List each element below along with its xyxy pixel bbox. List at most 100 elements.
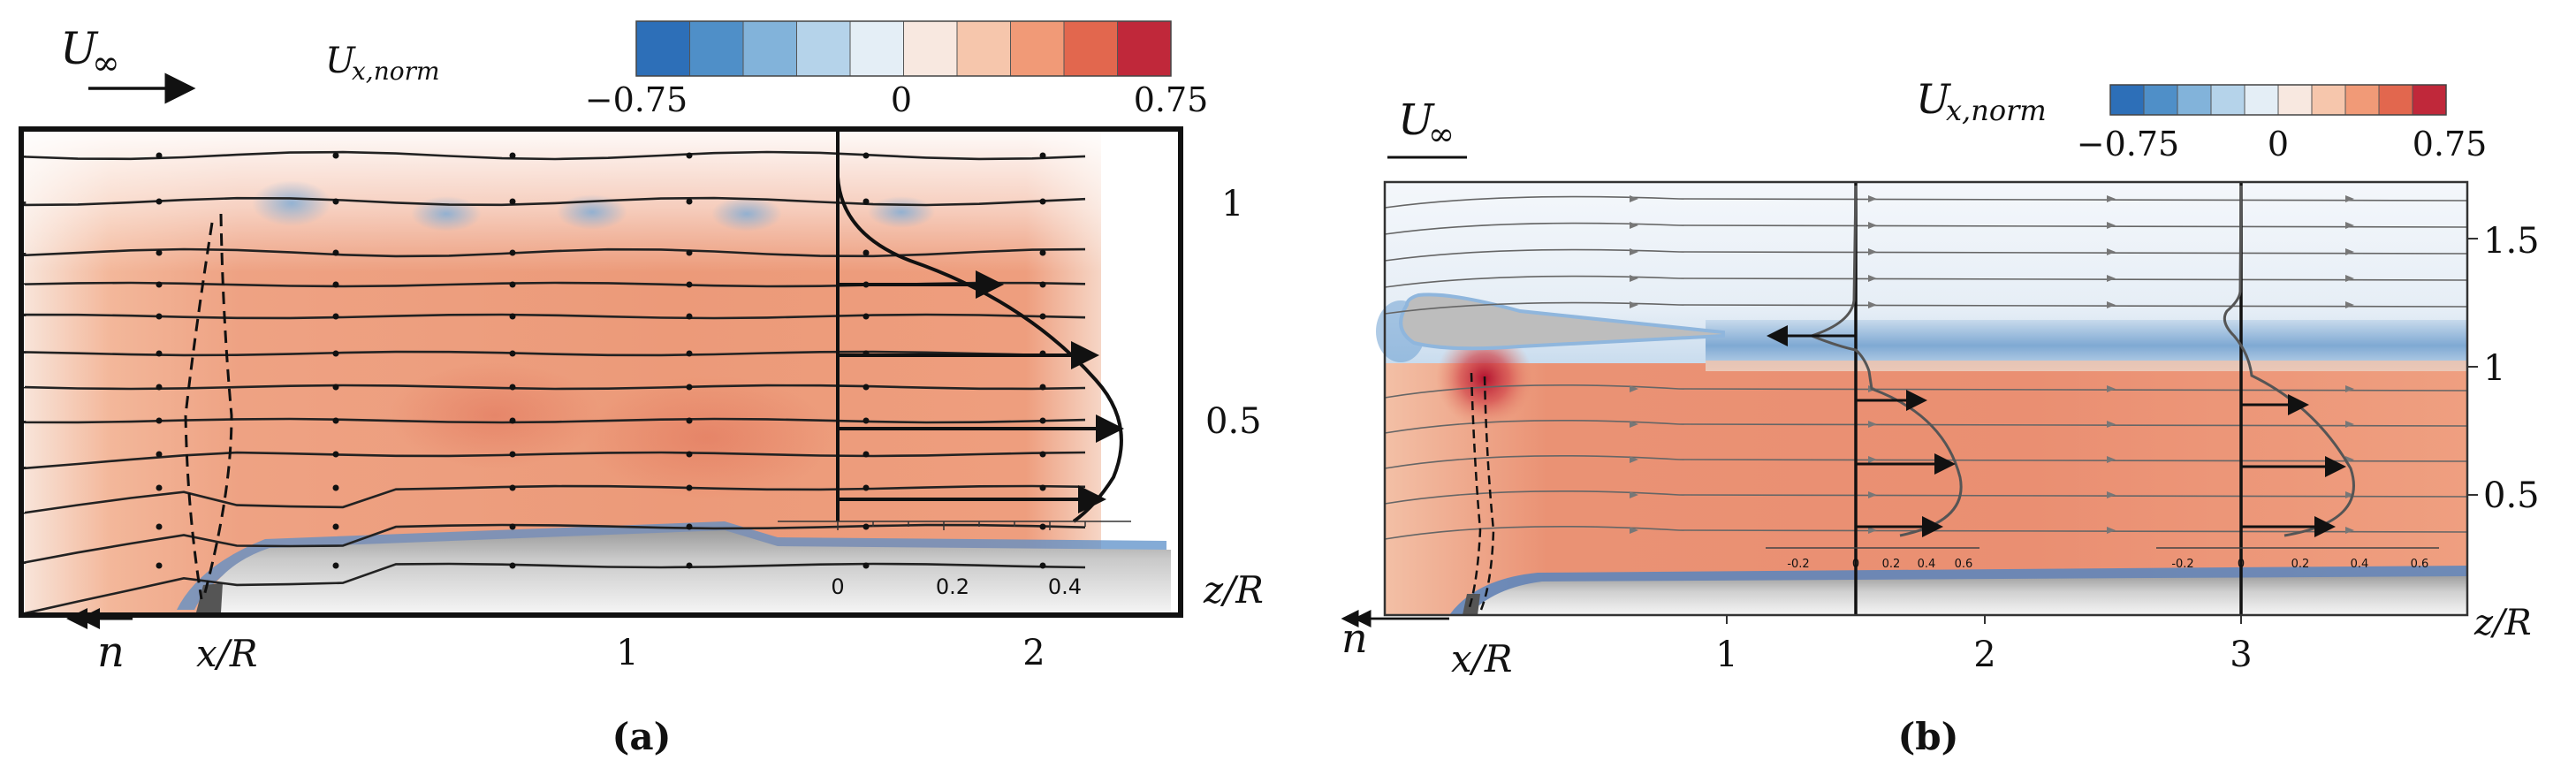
streamline-dot bbox=[1039, 152, 1046, 159]
streamline bbox=[1384, 195, 2468, 209]
streamline-dot bbox=[156, 384, 163, 391]
profile-tick: 0.2 bbox=[936, 574, 969, 599]
streamline-dot bbox=[156, 152, 163, 159]
streamline-dot bbox=[862, 198, 870, 205]
dashed-probe-line-a2 bbox=[184, 222, 214, 600]
streamline bbox=[23, 150, 1086, 161]
streamline-dot bbox=[509, 451, 516, 458]
streamline-dot bbox=[509, 281, 516, 288]
streamline bbox=[1384, 419, 2468, 434]
streamline-arrowhead bbox=[2345, 195, 2354, 202]
streamline-dot bbox=[156, 523, 163, 530]
streamline-dot bbox=[332, 384, 339, 391]
z-tick-b: 1 bbox=[2483, 348, 2505, 389]
velocity-profile-b2: -0.2 0 0.2 0.4 0.6 bbox=[2156, 182, 2439, 615]
streamline-arrowhead bbox=[2107, 248, 2116, 255]
profile-tick: 0 bbox=[2238, 558, 2245, 571]
streamline-dot bbox=[1039, 417, 1046, 424]
x-axis-label-a: x/R bbox=[196, 632, 257, 675]
streamline-dot bbox=[509, 249, 516, 256]
x-axis-label-b: x/R bbox=[1451, 637, 1512, 680]
streamline bbox=[1384, 222, 2468, 235]
z-tick-a: 0.5 bbox=[1205, 401, 1262, 442]
streamline-dot bbox=[332, 152, 339, 159]
profile-tick: 0.6 bbox=[2411, 558, 2429, 571]
streamline-dot bbox=[686, 417, 693, 424]
streamline-dot bbox=[862, 562, 870, 569]
colorbar-segment bbox=[2345, 85, 2380, 115]
streamline-arrowhead bbox=[2107, 491, 2116, 498]
z-tick-b: 1.5 bbox=[2483, 221, 2540, 262]
streamline-arrowhead bbox=[1868, 456, 1877, 463]
profile-tick: 0.4 bbox=[2351, 558, 2369, 571]
freestream-indicator-b: U ∞ bbox=[1387, 95, 1467, 159]
colorbar-segment bbox=[1117, 21, 1172, 76]
streamline-dot bbox=[332, 562, 339, 569]
colorbar-tick-zero: 0 bbox=[891, 80, 912, 119]
panel-b-frame bbox=[1383, 180, 2469, 617]
caption-b: (b) bbox=[1897, 715, 1958, 758]
streamline bbox=[1384, 454, 2468, 469]
streamline-dot bbox=[332, 249, 339, 256]
streamline-dot bbox=[1039, 313, 1046, 320]
z-axis-label-b: z/R bbox=[2473, 603, 2532, 643]
streamline-dot bbox=[686, 281, 693, 288]
streamline-dot bbox=[156, 451, 163, 458]
colorbar-tick-zero: 0 bbox=[2268, 125, 2289, 163]
colorbar-tick-min: −0.75 bbox=[585, 80, 688, 119]
streamline-arrowhead bbox=[2345, 491, 2354, 498]
caption-a: (a) bbox=[612, 715, 672, 758]
streamline-arrowhead bbox=[1630, 491, 1638, 498]
streamline-dot bbox=[509, 198, 516, 205]
colorbar-segment bbox=[2379, 85, 2413, 115]
colorbar-segment bbox=[2413, 85, 2447, 115]
colorbar-segment bbox=[1064, 21, 1118, 76]
colorbar-segment bbox=[2110, 85, 2145, 115]
streamline-dot bbox=[332, 523, 339, 530]
dashed-probe-line-a bbox=[201, 213, 233, 600]
panel-b: U ∞ U x,norm −0.75 0 0.75 bbox=[1341, 75, 2540, 758]
streamline-dot bbox=[156, 313, 163, 320]
freestream-indicator-a: U ∞ bbox=[60, 23, 196, 104]
streamline-dot bbox=[156, 350, 163, 357]
streamline bbox=[1384, 301, 2468, 315]
streamline bbox=[1384, 525, 2468, 540]
velocity-profile-a: 0 0.2 0.4 bbox=[778, 131, 1131, 599]
profile-tick: 0 bbox=[831, 574, 844, 599]
profile-tick: 0 bbox=[1852, 558, 1859, 571]
streamline-dot bbox=[862, 249, 870, 256]
profile-tick: 0.2 bbox=[1882, 558, 1901, 571]
x-tick-b: 2 bbox=[1973, 635, 1995, 675]
streamline-dot bbox=[156, 484, 163, 491]
normal-label-b: n bbox=[1341, 614, 1368, 662]
colorbar-segment bbox=[636, 21, 690, 76]
streamline bbox=[1384, 248, 2468, 262]
dashed-probe-line-b bbox=[1467, 372, 1482, 611]
streamline-dot bbox=[509, 523, 516, 530]
streamline-dot bbox=[1039, 451, 1046, 458]
streamline bbox=[23, 451, 1086, 470]
profile-tick: 0.6 bbox=[1955, 558, 1973, 571]
freestream-label: U bbox=[60, 23, 99, 74]
colorbar-segment bbox=[743, 21, 797, 76]
colorbar-segment bbox=[2211, 85, 2245, 115]
velocity-profile-b1: -0.2 0 0.2 0.4 0.6 bbox=[1766, 182, 1979, 615]
streamline-dot bbox=[862, 152, 870, 159]
streamline-dot bbox=[686, 152, 693, 159]
dashed-probe-line-b2 bbox=[1479, 376, 1495, 611]
colorbar-segment bbox=[2278, 85, 2313, 115]
streamline-arrowhead bbox=[2107, 421, 2116, 428]
streamline-arrowhead bbox=[1630, 385, 1638, 392]
streamline-arrowhead bbox=[1868, 248, 1877, 255]
streamline-dot bbox=[686, 350, 693, 357]
streamlines-a bbox=[23, 150, 1086, 615]
streamline-dot bbox=[686, 384, 693, 391]
streamline-dot bbox=[156, 198, 163, 205]
streamline-arrowhead bbox=[2345, 301, 2354, 308]
streamline-arrowhead bbox=[1630, 421, 1638, 428]
streamline bbox=[1384, 384, 2468, 399]
panel-a-frame bbox=[19, 126, 1183, 618]
streamline-dot bbox=[686, 249, 693, 256]
streamline-arrowhead bbox=[1630, 248, 1638, 255]
